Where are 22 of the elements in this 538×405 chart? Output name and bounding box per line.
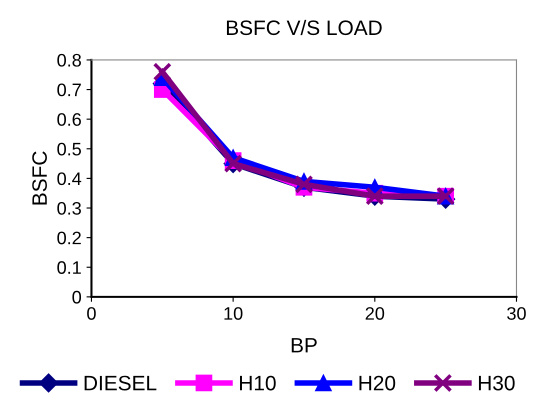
y-tick-label: 0 (72, 290, 82, 304)
x-tick-label: 30 (507, 307, 526, 320)
y-tick-label: 0.8 (57, 54, 81, 67)
y-tick-label: 0.3 (57, 202, 81, 215)
legend-label: DIESEL (84, 376, 156, 390)
legend-label: H10 (240, 376, 276, 390)
y-tick-label: 0.5 (57, 142, 81, 156)
point (294, 174, 314, 194)
y-tick-label: 0.7 (57, 83, 81, 96)
x-tick-label: 20 (366, 307, 384, 320)
y-tick-label: 0.4 (57, 172, 82, 186)
legend-label: H30 (478, 376, 515, 390)
x-tick-label: 10 (224, 307, 242, 320)
y-tick-label: 0.1 (57, 261, 81, 274)
y-tick-label: 0.2 (57, 232, 81, 244)
x-axis-title: BP (292, 338, 317, 352)
y-axis-title: BSFC (32, 151, 47, 204)
x-tick-label: 0 (87, 307, 96, 320)
y-tick-label: 0.6 (57, 113, 81, 126)
legend-label: H20 (359, 376, 396, 390)
chart-title: BSFC V/S LOAD (226, 20, 382, 36)
point (152, 62, 172, 82)
